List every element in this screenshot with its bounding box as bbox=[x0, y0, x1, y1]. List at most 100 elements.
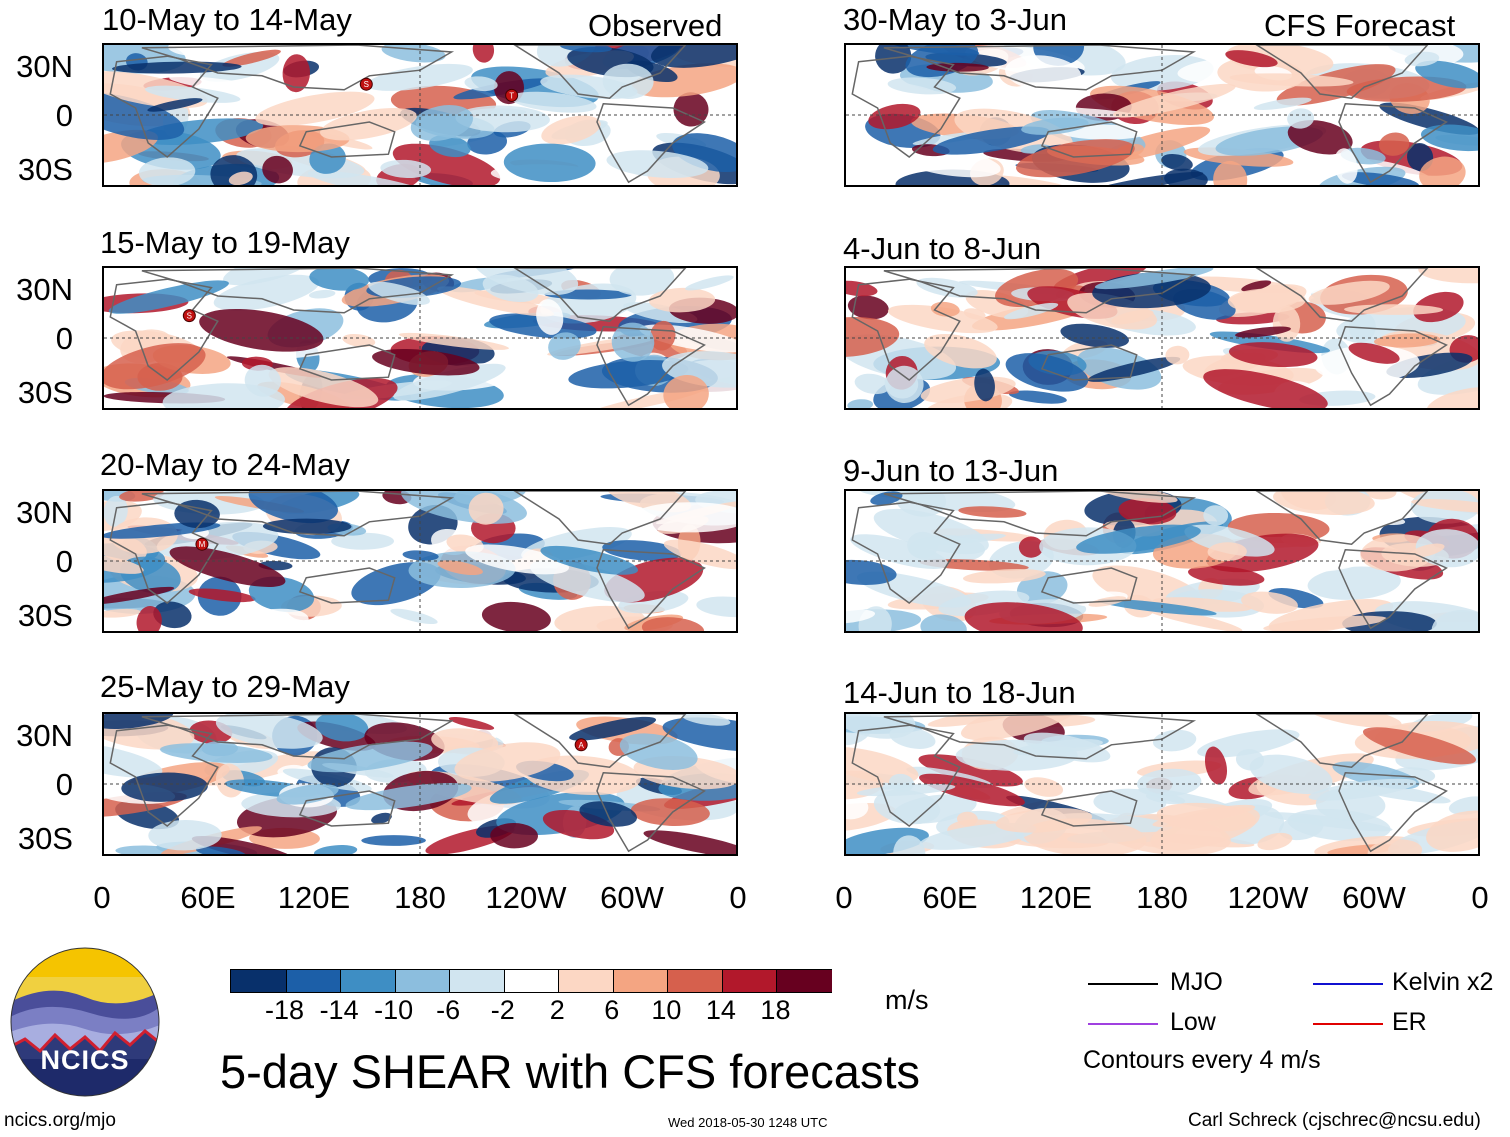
shear-contour bbox=[868, 103, 921, 130]
observed-map: S bbox=[102, 266, 738, 410]
longitude-label: 180 bbox=[1136, 880, 1188, 915]
shear-contour bbox=[455, 105, 550, 133]
footer-url[interactable]: ncics.org/mjo bbox=[4, 1110, 116, 1131]
forecast-map bbox=[844, 712, 1480, 856]
shear-contour bbox=[1161, 153, 1193, 171]
shear-contour bbox=[1306, 714, 1402, 729]
shear-contour bbox=[650, 45, 736, 68]
shear-contour bbox=[199, 308, 324, 352]
shear-contour bbox=[1419, 156, 1466, 185]
shear-contour bbox=[282, 54, 311, 93]
shear-contour bbox=[1333, 148, 1358, 184]
shear-contour bbox=[932, 126, 1050, 155]
shear-field: S bbox=[104, 268, 736, 408]
shear-contour bbox=[342, 333, 376, 348]
shear-contour bbox=[1273, 491, 1375, 516]
shear-contour bbox=[1229, 73, 1354, 87]
shear-contour bbox=[1093, 788, 1167, 816]
shear-contour bbox=[1341, 172, 1419, 185]
shear-contour bbox=[1213, 160, 1248, 185]
colorbar-swatch bbox=[231, 970, 287, 992]
shear-contour bbox=[380, 159, 432, 178]
shear-contour bbox=[541, 115, 601, 145]
shear-contour bbox=[846, 609, 876, 624]
coastline bbox=[883, 268, 1197, 314]
panel-title: 15-May to 19-May bbox=[100, 225, 350, 260]
coastline bbox=[1040, 121, 1138, 158]
shear-contour bbox=[846, 316, 900, 358]
shear-contour bbox=[1294, 268, 1378, 295]
colorbar-tick-label: 14 bbox=[705, 995, 736, 1025]
shear-contour bbox=[519, 392, 554, 408]
colorbar-tick-label: 18 bbox=[760, 995, 791, 1025]
coastline bbox=[596, 772, 706, 853]
shear-contour bbox=[1088, 171, 1204, 185]
shear-contour bbox=[1023, 732, 1111, 763]
coastline bbox=[141, 268, 455, 314]
shear-contour bbox=[148, 819, 222, 851]
shear-contour bbox=[850, 534, 949, 569]
latitude-label: 30N bbox=[16, 49, 73, 84]
colorbar-swatch bbox=[721, 970, 778, 992]
shear-contour bbox=[958, 506, 1027, 518]
shear-contour bbox=[1184, 524, 1275, 557]
coastline bbox=[1255, 714, 1429, 768]
colorbar-swatch bbox=[558, 970, 615, 992]
latitude-label: 0 bbox=[55, 98, 73, 133]
coastline bbox=[851, 501, 961, 604]
shear-contour bbox=[228, 171, 253, 185]
shear-contour bbox=[846, 714, 916, 739]
latitude-label: 0 bbox=[55, 321, 73, 356]
storm-marker: M bbox=[195, 537, 209, 551]
coastline bbox=[1255, 491, 1429, 545]
forecast-map bbox=[844, 489, 1480, 633]
shear-contour bbox=[1018, 536, 1044, 558]
longitude-label: 60W bbox=[1342, 880, 1406, 915]
coastline bbox=[513, 714, 687, 768]
shear-contour bbox=[503, 143, 596, 183]
coastline bbox=[596, 103, 706, 184]
shear-contour bbox=[368, 281, 430, 306]
coastline bbox=[883, 714, 1197, 760]
longitude-label: 0 bbox=[835, 880, 853, 915]
longitude-label: 0 bbox=[729, 880, 747, 915]
longitude-label: 60E bbox=[180, 880, 236, 915]
shear-contour bbox=[662, 717, 736, 752]
shear-contour bbox=[1415, 529, 1478, 568]
shear-contour bbox=[1253, 97, 1312, 110]
shear-contour bbox=[104, 586, 175, 605]
shear-contour bbox=[846, 559, 897, 585]
shear-contour bbox=[308, 289, 336, 299]
coastline bbox=[141, 45, 455, 91]
coastline bbox=[596, 549, 706, 630]
shear-contour bbox=[1239, 268, 1327, 287]
shear-contour bbox=[548, 332, 581, 360]
shear-contour bbox=[685, 275, 734, 291]
footer-timestamp: Wed 2018-05-30 1248 UTC bbox=[668, 1115, 828, 1130]
colorbar-units: m/s bbox=[885, 985, 929, 1015]
coastline bbox=[298, 790, 396, 827]
shear-contour bbox=[307, 741, 433, 773]
coastline bbox=[298, 567, 396, 604]
legend-line-kelvin bbox=[1313, 983, 1383, 985]
coastline bbox=[1338, 549, 1448, 630]
shear-contour bbox=[1287, 108, 1315, 129]
longitude-label: 120E bbox=[277, 880, 351, 915]
colorbar-swatch bbox=[394, 970, 451, 992]
shear-contour bbox=[222, 49, 281, 67]
coastline bbox=[513, 268, 687, 322]
shear-contour bbox=[1113, 83, 1236, 118]
coastline bbox=[883, 491, 1197, 537]
shear-contour bbox=[870, 491, 903, 506]
shear-contour bbox=[490, 822, 538, 849]
latitude-label: 30S bbox=[17, 821, 73, 856]
shear-contour bbox=[1152, 729, 1197, 752]
shear-contour bbox=[1053, 268, 1148, 292]
shear-contour bbox=[663, 539, 736, 570]
shear-contour bbox=[313, 845, 358, 854]
shear-contour bbox=[255, 91, 375, 126]
longitude-label: 120E bbox=[1019, 880, 1093, 915]
shear-contour bbox=[1257, 832, 1293, 851]
coastline bbox=[596, 326, 706, 407]
shear-field bbox=[846, 714, 1478, 854]
